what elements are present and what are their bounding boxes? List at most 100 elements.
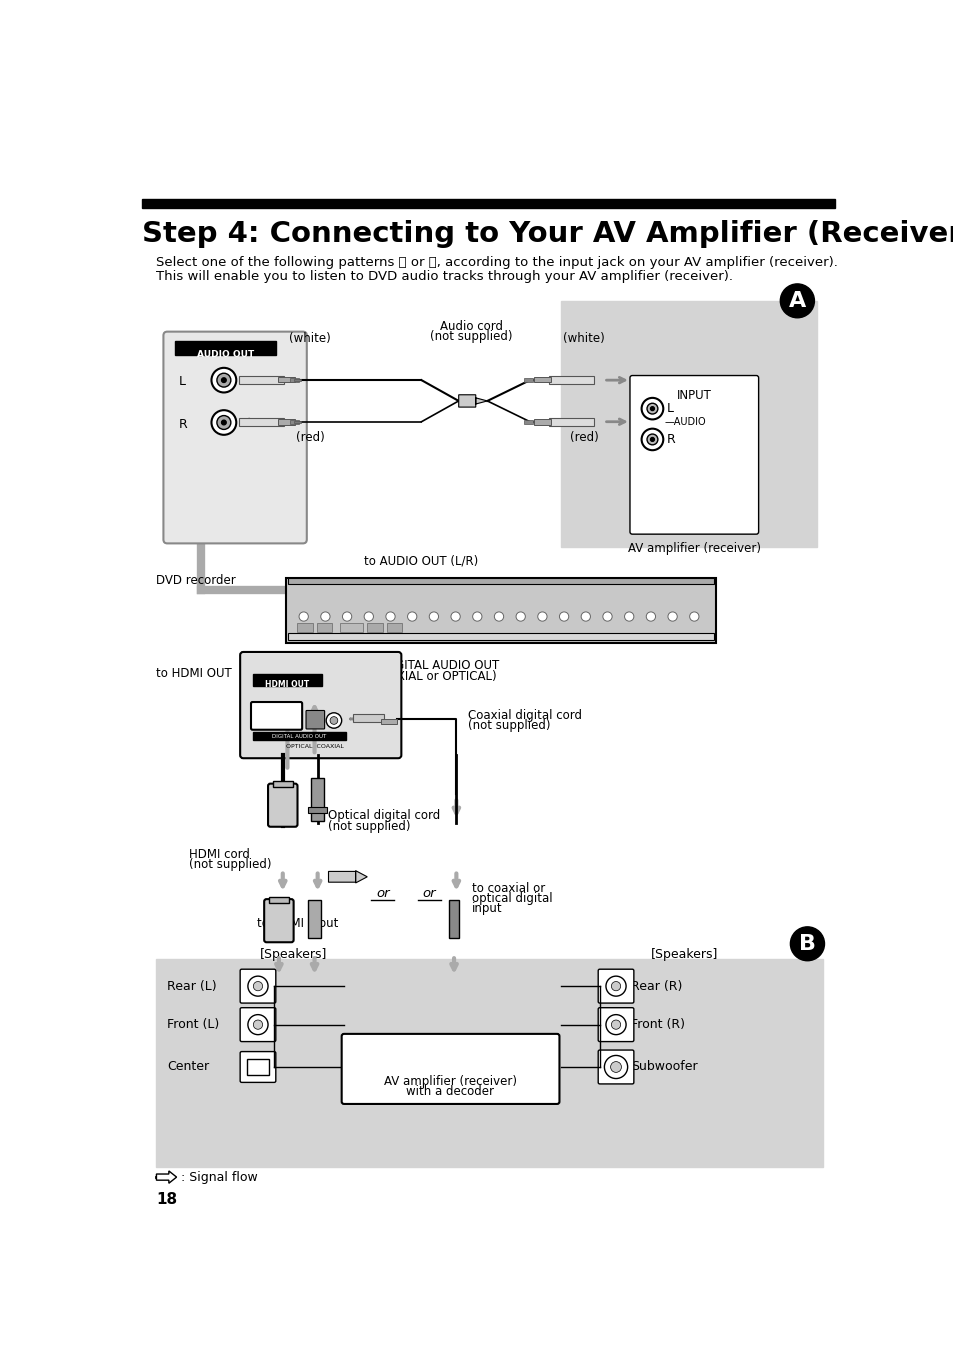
Text: [Speakers]: [Speakers] <box>651 948 718 961</box>
FancyBboxPatch shape <box>629 376 758 534</box>
Text: Optical digital cord: Optical digital cord <box>328 808 440 822</box>
Circle shape <box>253 982 262 991</box>
Bar <box>308 900 320 938</box>
Text: Select one of the following patterns Ⓐ or Ⓑ, according to the input jack on your: Select one of the following patterns Ⓐ o… <box>156 256 838 269</box>
Text: L: L <box>179 376 186 388</box>
Text: AV amplifier (receiver): AV amplifier (receiver) <box>627 542 760 554</box>
Text: (red): (red) <box>569 431 598 443</box>
Circle shape <box>248 1014 268 1034</box>
Circle shape <box>451 612 459 621</box>
Circle shape <box>790 927 823 961</box>
Bar <box>239 418 284 426</box>
Text: (red): (red) <box>295 431 324 443</box>
Text: to HDMI OUT: to HDMI OUT <box>156 667 232 680</box>
Bar <box>288 579 714 584</box>
Bar <box>448 900 459 938</box>
Circle shape <box>646 403 658 414</box>
Bar <box>549 376 594 384</box>
Text: [Speakers]: [Speakers] <box>259 948 327 961</box>
Bar <box>253 675 322 685</box>
Text: 18: 18 <box>156 1192 177 1207</box>
Text: R: R <box>666 433 675 446</box>
Circle shape <box>385 612 395 621</box>
Text: Front (L): Front (L) <box>167 1018 219 1032</box>
Circle shape <box>605 976 625 996</box>
Bar <box>273 781 293 787</box>
Circle shape <box>221 420 226 425</box>
Bar <box>534 419 550 425</box>
Text: (not supplied): (not supplied) <box>328 819 411 833</box>
Circle shape <box>516 612 525 621</box>
Polygon shape <box>156 1171 176 1183</box>
FancyBboxPatch shape <box>598 969 633 1003</box>
Circle shape <box>472 612 481 621</box>
Text: Rear (L): Rear (L) <box>167 980 216 992</box>
Bar <box>560 301 816 548</box>
Bar <box>247 1059 269 1075</box>
FancyBboxPatch shape <box>240 1052 275 1083</box>
FancyBboxPatch shape <box>306 711 324 729</box>
Text: with a decoder: with a decoder <box>406 1086 494 1098</box>
Circle shape <box>429 612 438 621</box>
Circle shape <box>342 612 352 621</box>
Text: to coaxial or: to coaxial or <box>472 883 544 895</box>
Bar <box>316 623 332 631</box>
Bar <box>156 959 822 1167</box>
Text: (not supplied): (not supplied) <box>468 719 550 731</box>
Text: Rear (R): Rear (R) <box>630 980 681 992</box>
Text: HDMI cord: HDMI cord <box>189 848 250 860</box>
Text: OPTICAL  COAXIAL: OPTICAL COAXIAL <box>286 745 344 749</box>
Bar <box>286 579 716 644</box>
Bar <box>290 420 298 425</box>
Text: DIGITAL AUDIO OUT: DIGITAL AUDIO OUT <box>272 734 326 740</box>
FancyBboxPatch shape <box>163 331 307 544</box>
Text: to DIGITAL AUDIO OUT: to DIGITAL AUDIO OUT <box>367 658 499 672</box>
Circle shape <box>641 429 662 450</box>
Bar <box>297 623 313 631</box>
Text: Front (R): Front (R) <box>630 1018 684 1032</box>
Polygon shape <box>458 395 487 407</box>
Bar <box>367 623 382 631</box>
Text: (COAXIAL or OPTICAL): (COAXIAL or OPTICAL) <box>367 671 497 684</box>
Circle shape <box>298 612 308 621</box>
Text: AV amplifier (receiver): AV amplifier (receiver) <box>383 1075 517 1088</box>
Text: to AUDIO OUT (L/R): to AUDIO OUT (L/R) <box>364 554 478 568</box>
Circle shape <box>212 368 236 392</box>
Bar <box>269 896 289 903</box>
Circle shape <box>650 438 654 441</box>
Text: AUDIO OUT: AUDIO OUT <box>196 350 253 360</box>
Bar <box>381 719 396 723</box>
Bar <box>174 341 275 354</box>
Text: L: L <box>666 402 673 415</box>
Circle shape <box>605 1014 625 1034</box>
Text: DVD recorder: DVD recorder <box>156 575 236 587</box>
Text: Coaxial digital cord: Coaxial digital cord <box>468 708 581 722</box>
Text: : Signal flow: : Signal flow <box>181 1171 257 1183</box>
Circle shape <box>216 415 231 430</box>
Circle shape <box>650 407 654 411</box>
Circle shape <box>216 373 231 387</box>
Text: Audio cord: Audio cord <box>439 320 502 333</box>
Bar <box>534 377 550 383</box>
Circle shape <box>537 612 546 621</box>
Bar <box>142 199 835 208</box>
Circle shape <box>407 612 416 621</box>
Circle shape <box>780 284 814 318</box>
Circle shape <box>330 717 337 725</box>
Bar <box>294 379 301 381</box>
Text: (white): (white) <box>289 331 331 345</box>
Bar <box>353 714 384 722</box>
Bar <box>278 377 294 383</box>
FancyBboxPatch shape <box>240 1007 275 1041</box>
Circle shape <box>641 397 662 419</box>
Bar <box>386 623 402 631</box>
Text: to HDMI input: to HDMI input <box>256 917 337 930</box>
Circle shape <box>667 612 677 621</box>
Text: Center: Center <box>167 1060 210 1073</box>
Circle shape <box>646 434 658 445</box>
Circle shape <box>624 612 633 621</box>
Bar <box>549 418 594 426</box>
Circle shape <box>221 377 226 383</box>
Text: (not supplied): (not supplied) <box>430 330 512 343</box>
Bar <box>253 731 345 740</box>
